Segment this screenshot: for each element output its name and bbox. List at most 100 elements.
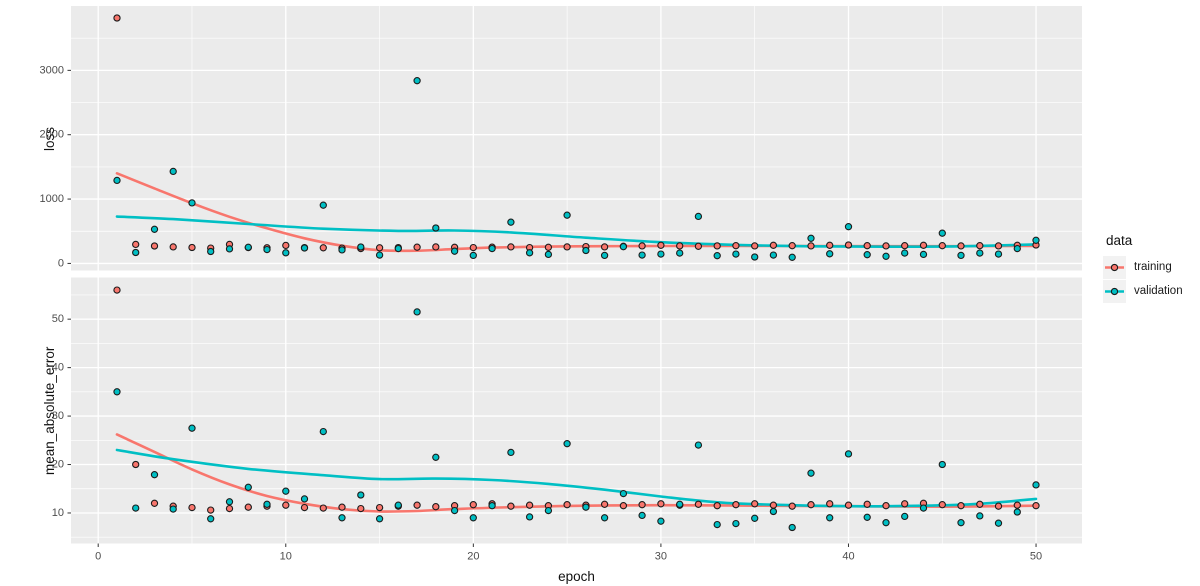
data-point-validation [713, 520, 721, 529]
data-point-validation [132, 248, 140, 257]
legend-point-icon [1110, 263, 1119, 271]
data-point-training [957, 502, 965, 510]
data-point-validation [525, 513, 534, 521]
data-point-training [882, 242, 890, 250]
data-point-training [694, 242, 703, 250]
training-key-glyph [1105, 263, 1124, 271]
x-axis-tick-label: 20 [467, 551, 479, 563]
validation-key-icon [1103, 279, 1126, 303]
data-point-training [375, 244, 384, 252]
data-point-training [638, 242, 646, 250]
data-point-training [188, 243, 196, 252]
data-point-training [132, 240, 140, 249]
data-point-validation [563, 211, 571, 219]
data-point-validation [544, 250, 553, 259]
y-axis-tick-label: 1000 [40, 193, 64, 205]
data-point-validation [788, 523, 796, 532]
data-point-validation [563, 440, 571, 448]
data-point-validation [863, 513, 871, 521]
data-point-validation [188, 199, 196, 207]
data-point-validation [263, 500, 271, 508]
data-point-validation [657, 250, 665, 258]
data-point-training [769, 241, 778, 249]
data-point-validation [338, 246, 346, 254]
data-point-training [657, 241, 665, 249]
data-point-training [901, 500, 909, 508]
data-point-validation [751, 514, 759, 522]
x-axis-tick-label: 40 [842, 551, 854, 563]
data-point-training [150, 242, 159, 250]
data-point-training [207, 506, 215, 514]
data-point-validation [488, 502, 496, 510]
data-point-validation [132, 504, 140, 512]
data-point-validation [488, 244, 496, 253]
y-axis-tick-label: 10 [52, 507, 64, 519]
data-point-validation [994, 250, 1003, 258]
data-point-validation [169, 505, 177, 513]
legend-title: data [1106, 233, 1133, 248]
data-point-validation [357, 243, 365, 251]
data-point-training [544, 243, 553, 251]
data-point-validation [282, 487, 290, 495]
data-point-validation [826, 250, 834, 258]
data-point-validation [976, 249, 984, 257]
data-point-validation [432, 224, 440, 232]
data-point-training [525, 501, 534, 509]
data-point-validation [1013, 244, 1021, 253]
data-point-training [976, 500, 984, 508]
data-point-training [432, 243, 440, 251]
data-point-training [676, 242, 684, 250]
data-point-validation [357, 491, 365, 499]
data-point-validation [676, 500, 684, 508]
data-point-validation [507, 218, 515, 226]
data-point-validation [901, 512, 909, 521]
data-point-validation [1013, 508, 1021, 516]
data-point-validation [1032, 481, 1040, 489]
data-point-training [188, 503, 196, 512]
data-point-training [938, 501, 946, 509]
data-point-training [469, 243, 477, 252]
y-axis-title-loss: loss [42, 126, 57, 151]
data-point-validation [638, 251, 646, 259]
x-axis-title: epoch [558, 569, 595, 584]
data-point-validation [244, 483, 252, 491]
data-point-validation [1032, 236, 1040, 244]
data-point-validation [432, 453, 440, 461]
data-point-validation [394, 244, 402, 253]
data-point-training [432, 503, 440, 511]
data-point-training [994, 502, 1003, 510]
data-point-validation [732, 519, 740, 528]
data-point-validation [769, 507, 778, 516]
data-point-training [713, 502, 721, 510]
data-point-validation [694, 441, 703, 449]
data-point-training [863, 500, 871, 508]
data-point-training [938, 242, 946, 250]
data-point-training [357, 504, 365, 513]
data-point-training [732, 242, 740, 250]
data-point-validation [413, 308, 421, 316]
data-point-validation [225, 245, 234, 253]
y-axis-tick-label: 3000 [40, 64, 64, 76]
data-point-validation [150, 471, 159, 479]
data-point-training [563, 501, 571, 509]
data-point-training [863, 242, 871, 250]
data-point-validation [619, 243, 628, 251]
data-point-training [1013, 501, 1021, 509]
legend: data training validation [1103, 233, 1183, 303]
data-point-validation [882, 252, 890, 260]
data-point-training [300, 503, 309, 512]
data-point-training [751, 500, 759, 508]
data-point-validation [938, 229, 946, 237]
data-point-validation [582, 246, 590, 255]
data-point-validation [957, 519, 965, 527]
legend-label-training: training [1134, 261, 1172, 273]
y-axis-tick-label: 2000 [40, 129, 64, 141]
data-point-validation [375, 515, 384, 523]
data-point-training [413, 501, 421, 509]
data-point-training [826, 241, 834, 249]
data-point-validation [394, 501, 402, 509]
data-point-training [469, 501, 477, 509]
data-point-training [600, 500, 609, 508]
